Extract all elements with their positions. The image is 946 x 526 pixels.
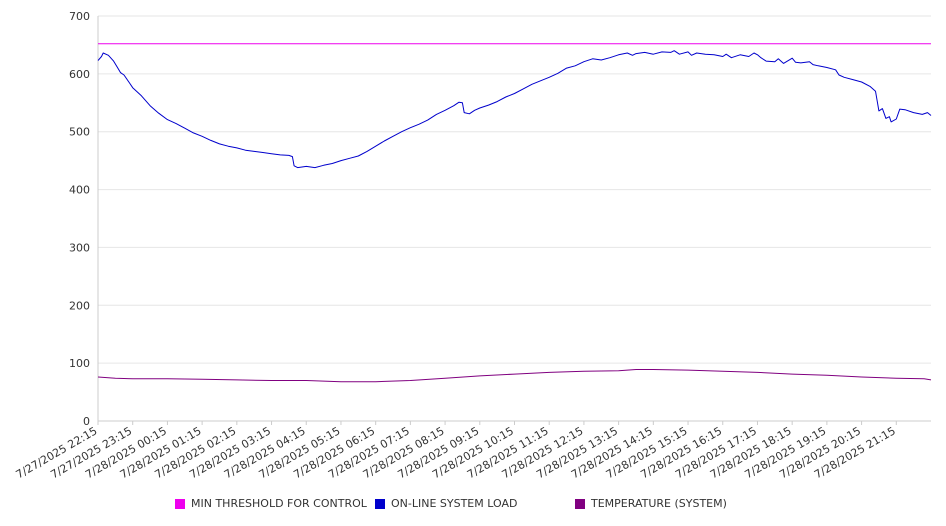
y-tick-label: 400 [69,184,90,197]
y-axis-ticks: 0 100 200 300 400 500 600 700 [69,10,90,428]
legend-label-min-threshold: MIN THRESHOLD FOR CONTROL [191,497,367,510]
legend-item-system-load[interactable]: ON-LINE SYSTEM LOAD [375,497,517,510]
y-tick-label: 500 [69,126,90,139]
x-axis-ticks: 7/27/2025 22:157/27/2025 23:157/28/2025 … [14,421,898,481]
series-line-2 [97,369,932,383]
legend-swatch-system-load [375,498,385,509]
y-tick-label: 700 [69,10,90,23]
legend: MIN THRESHOLD FOR CONTROL ON-LINE SYSTEM… [0,497,946,515]
line-chart: 0 100 200 300 400 500 600 700 7/27/2025 22:157/… [14,10,932,481]
y-tick-label: 300 [69,241,90,254]
series-line-1 [97,50,932,169]
legend-swatch-temperature [575,498,585,509]
y-tick-label: 100 [69,357,90,370]
legend-swatch-min-threshold [175,498,185,509]
axes [97,16,931,422]
y-tick-label: 200 [69,299,90,312]
legend-label-system-load: ON-LINE SYSTEM LOAD [391,497,518,510]
legend-label-temperature: TEMPERATURE (SYSTEM) [591,497,727,510]
gridlines [98,15,931,364]
legend-item-min-threshold[interactable]: MIN THRESHOLD FOR CONTROL [175,497,367,510]
y-tick-label: 600 [69,68,90,81]
y-tick-label: 0 [83,415,90,428]
series-lines [97,43,932,383]
legend-item-temperature[interactable]: TEMPERATURE (SYSTEM) [575,497,727,510]
